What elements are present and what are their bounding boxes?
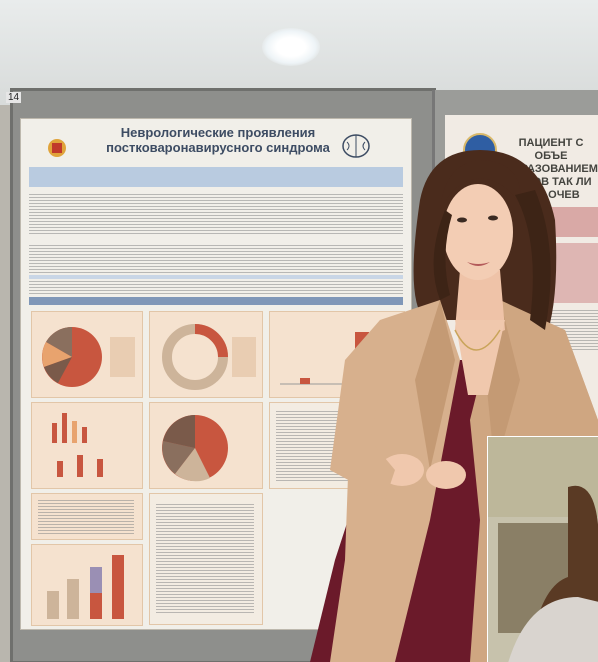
bar-chart-graphic	[52, 413, 103, 477]
poster-table-text	[156, 504, 254, 614]
poster-methods-band	[29, 275, 403, 279]
poster-chart-panel	[149, 311, 263, 398]
poster-title-line1: Неврологические проявления	[120, 125, 316, 140]
poster-chart-panel	[149, 402, 263, 489]
donut-chart-graphic	[162, 324, 256, 390]
pie-chart-graphic	[42, 327, 135, 387]
poster-results-bar	[29, 297, 403, 305]
ceiling-lamp	[262, 28, 320, 66]
pie-chart-graphic	[162, 415, 228, 482]
poster-methods-body	[29, 281, 403, 295]
poster-chart-panel	[31, 311, 143, 398]
poster-title-line2: постковаронавирусного синдрома	[106, 140, 330, 155]
university-logo-icon	[48, 139, 66, 157]
poster-table-text	[38, 500, 134, 534]
inset-person-graphic	[488, 437, 598, 662]
brain-logo-icon	[342, 134, 370, 158]
poster-intro-text	[29, 194, 403, 234]
inset-video-frame	[487, 436, 598, 662]
poster-chart-panel	[31, 402, 143, 489]
poster-title: Неврологические проявления постковаронав…	[83, 125, 353, 155]
poster-affiliation-band	[29, 167, 403, 187]
board-number: 14	[6, 92, 22, 103]
poster-table-panel	[149, 493, 263, 625]
poster-chart-panel	[31, 544, 143, 626]
poster-table-panel	[31, 493, 143, 540]
stacked-bar-chart-graphic	[47, 555, 124, 619]
poster-methods-text	[29, 245, 403, 273]
